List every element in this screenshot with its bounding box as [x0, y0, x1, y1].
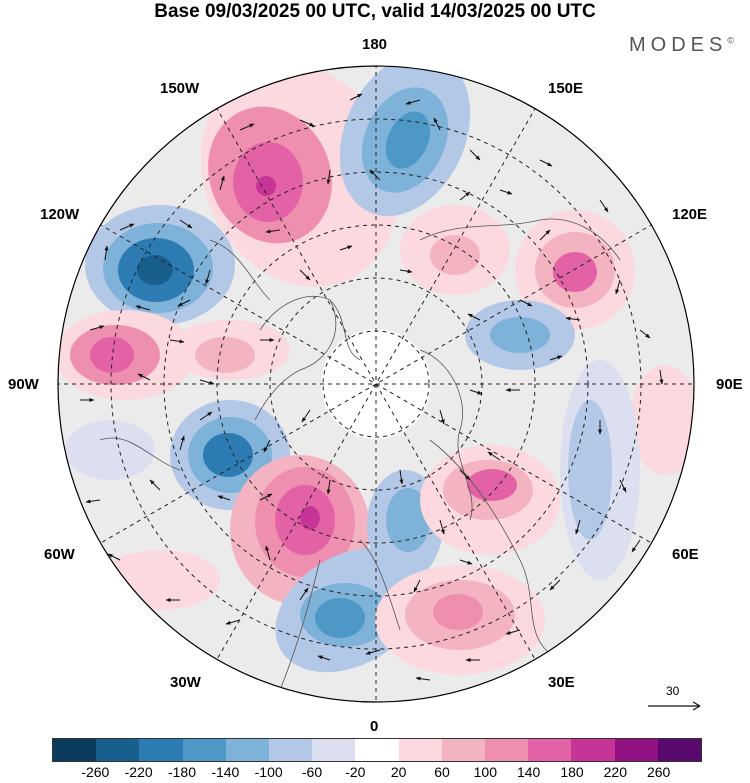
colorbar-swatch	[269, 739, 313, 761]
colorbar-swatch	[571, 739, 615, 761]
colorbar-swatch	[657, 739, 702, 761]
colorbar-tick-label: 140	[516, 764, 541, 780]
wind-vectors	[80, 93, 664, 701]
map-disk	[58, 66, 694, 702]
colorbar-swatch	[53, 739, 97, 761]
lon-label-90e: 90E	[716, 376, 743, 393]
lon-label-60w: 60W	[44, 546, 75, 563]
colorbar-tick-label: 220	[603, 764, 628, 780]
colorbar-swatch	[182, 739, 226, 761]
colorbar-swatch	[485, 739, 529, 761]
colorbar-tick-label: -140	[211, 764, 240, 780]
lon-label-120e: 120E	[672, 206, 708, 223]
colorbar-tick-label: -20	[345, 764, 366, 780]
lon-label-0: 0	[370, 718, 379, 735]
lon-label-150w: 150W	[160, 80, 200, 97]
reference-vector-arrow	[648, 701, 701, 711]
graticule	[58, 66, 694, 702]
lon-label-150e: 150E	[548, 80, 584, 97]
colorbar-tick-label: -100	[254, 764, 283, 780]
colorbar-swatch	[312, 739, 356, 761]
colorbar-swatch	[139, 739, 183, 761]
colorbar-swatch	[398, 739, 442, 761]
colorbar-swatch	[441, 739, 486, 761]
colorbar-swatch	[225, 739, 270, 761]
colorbar-tick-label: -220	[124, 764, 153, 780]
colorbar-tick-label: 100	[473, 764, 498, 780]
colorbar-swatch	[96, 739, 140, 761]
lon-label-120w: 120W	[40, 206, 80, 223]
colorbar-tick-label: -60	[301, 764, 323, 780]
colorbar-tick-label: 260	[646, 764, 671, 780]
lon-label-90w: 90W	[8, 376, 39, 393]
colorbar-swatch	[355, 739, 399, 761]
colorbar-tick-label: 180	[560, 764, 584, 780]
brand-text: MODES	[629, 34, 728, 56]
colorbar-ticks: -260 -220 -180 -140 -100 -60 -20 20 60 100 140 180 2…	[52, 764, 702, 782]
brand-mark: ©	[727, 35, 734, 46]
lon-label-180: 180	[362, 36, 388, 53]
colorbar-tick-label: 20	[390, 764, 407, 780]
map-border	[57, 65, 695, 703]
lon-label-30w: 30W	[170, 674, 201, 691]
colorbar-tick-label: 60	[434, 764, 450, 780]
colorbar	[52, 738, 702, 762]
map-title: Base 09/03/2025 00 UTC, valid 14/03/2025…	[154, 1, 596, 22]
modes-brand: MODES©	[629, 34, 734, 57]
colorbar-tick-label: -260	[81, 764, 110, 780]
lon-label-30e: 30E	[548, 674, 575, 691]
colorbar-swatch	[528, 739, 572, 761]
coastlines	[99, 218, 621, 691]
reference-vector-value: 30	[666, 684, 680, 698]
lon-label-60e: 60E	[672, 546, 699, 563]
colorbar-tick-label: -180	[167, 764, 197, 780]
colorbar-swatch	[614, 739, 658, 761]
